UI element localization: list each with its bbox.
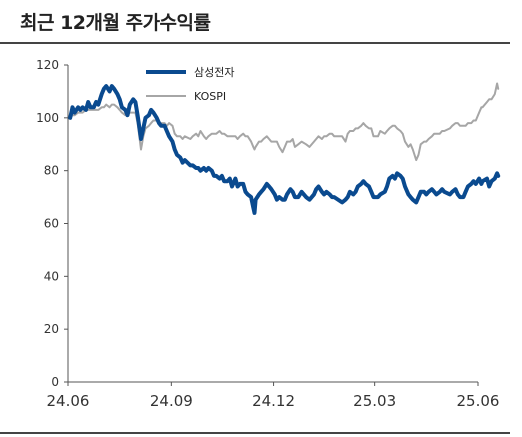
y-tick-label: 80 <box>44 164 59 178</box>
legend-label: KOSPI <box>194 90 226 103</box>
chart-title: 최근 12개월 주가수익률 <box>20 12 211 34</box>
x-axis: 24.06 24.09 24.12 25.03 25.06 <box>47 381 500 410</box>
y-axis: 0 20 40 60 80 100 120 <box>36 58 69 389</box>
legend: 삼성전자 KOSPI <box>146 66 234 103</box>
series-layer <box>68 82 501 215</box>
x-tick-label: 25.03 <box>353 392 396 410</box>
y-tick-label: 20 <box>44 322 59 336</box>
y-tick-label: 120 <box>36 58 59 72</box>
y-tick-label: 40 <box>44 269 59 283</box>
legend-label: 삼성전자 <box>194 66 234 79</box>
y-tick-label: 100 <box>36 111 59 125</box>
y-tick-label: 60 <box>44 217 59 231</box>
series-line-samsung <box>68 84 501 215</box>
x-tick-label: 24.06 <box>47 392 90 410</box>
x-tick-label: 24.12 <box>252 392 295 410</box>
y-tick-label: 0 <box>51 375 59 389</box>
top-rule <box>0 42 510 44</box>
series-line-kospi <box>69 82 500 162</box>
x-tick-label: 25.06 <box>457 392 500 410</box>
x-tick-label: 24.09 <box>150 392 193 410</box>
bottom-rule <box>0 432 510 434</box>
